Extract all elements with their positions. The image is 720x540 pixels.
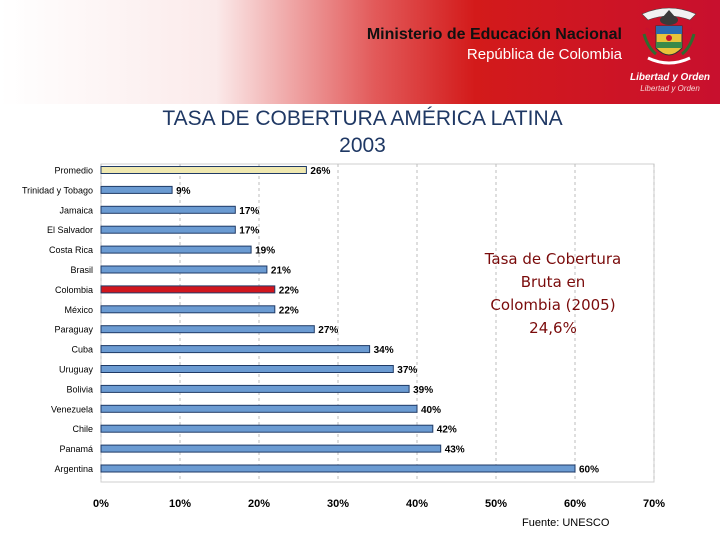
category-label: Costa Rica (49, 245, 93, 255)
bar (100, 404, 418, 413)
value-label: 9% (176, 186, 191, 197)
colombia-coverage-callout: Tasa de Cobertura Bruta en Colombia (200… (446, 248, 660, 340)
bar (100, 365, 394, 373)
bar (100, 424, 434, 433)
bar (100, 444, 442, 453)
category-label: Jamaica (59, 205, 93, 215)
bar (100, 205, 236, 214)
coverage-bar-chart: 0% 10% 20% 30% 40% 50% 60% 70% Promedio 26% Trinid… (22, 163, 665, 510)
bar (100, 225, 236, 234)
bar (100, 384, 410, 393)
source-note: Fuente: UNESCO (522, 517, 610, 529)
value-label: 19% (255, 246, 275, 257)
bar (100, 345, 371, 354)
x-tick-label: 40% (406, 498, 428, 510)
motto-subtext: Libertad y Orden (640, 84, 700, 93)
category-label: Panamá (59, 444, 93, 454)
motto-text: Libertad y Orden (629, 72, 710, 83)
category-label: Trinidad y Tobago (22, 185, 93, 195)
x-tick-label: 30% (327, 498, 349, 510)
x-tick-label: 0% (93, 498, 109, 510)
x-tick-label: 60% (564, 498, 586, 510)
value-label: 26% (310, 166, 330, 177)
callout-line: 24,6% (529, 319, 577, 337)
value-label: 37% (397, 365, 417, 376)
value-label: 21% (271, 266, 291, 277)
chart-title-block: TASA DE COBERTURA AMÉRICA LATINA 2003 (100, 105, 625, 159)
value-label: 22% (279, 305, 299, 316)
value-label: 17% (239, 226, 259, 237)
callout-line: Bruta en (520, 273, 586, 291)
category-label: Cuba (71, 345, 93, 355)
category-label: El Salvador (47, 225, 93, 235)
value-label: 39% (413, 385, 433, 396)
chart-subtitle: 2003 (339, 134, 386, 157)
value-label: 43% (445, 445, 465, 456)
value-label: 22% (279, 285, 299, 296)
plot-frame (100, 163, 655, 483)
bar (100, 305, 276, 314)
colombia-coat-of-arms-icon (641, 7, 697, 65)
category-label: Argentina (54, 464, 93, 474)
x-tick-label: 70% (643, 498, 665, 510)
value-label: 40% (421, 405, 441, 416)
callout-line: Tasa de Cobertura (484, 250, 622, 268)
x-tick-label: 20% (248, 498, 270, 510)
value-label: 42% (437, 425, 457, 436)
bar (100, 265, 268, 274)
bar (100, 245, 252, 254)
category-label: Venezuela (51, 404, 93, 414)
category-label: Colombia (55, 285, 93, 295)
bar (100, 464, 576, 473)
x-tick-label: 50% (485, 498, 507, 510)
category-label: Bolivia (66, 384, 93, 394)
category-label: Uruguay (59, 365, 94, 375)
x-tick-label: 10% (169, 498, 191, 510)
category-label: Chile (72, 424, 93, 434)
value-label: 34% (374, 345, 394, 356)
header-banner: Ministerio de Educación Nacional Repúbli… (0, 0, 720, 104)
republic-name: República de Colombia (466, 46, 622, 63)
value-label: 17% (239, 206, 259, 217)
callout-line: Colombia (2005) (490, 296, 616, 314)
category-label: Paraguay (54, 325, 93, 335)
category-label: Promedio (54, 166, 93, 176)
ministry-name: Ministerio de Educación Nacional (366, 26, 622, 43)
bar (100, 166, 307, 174)
category-label: México (64, 305, 93, 315)
value-label: 27% (318, 325, 338, 336)
bar (100, 285, 276, 294)
bar (100, 325, 315, 334)
value-label: 60% (579, 465, 599, 476)
category-label: Brasil (70, 265, 93, 275)
bar (100, 185, 173, 194)
chart-title: TASA DE COBERTURA AMÉRICA LATINA (162, 107, 563, 130)
